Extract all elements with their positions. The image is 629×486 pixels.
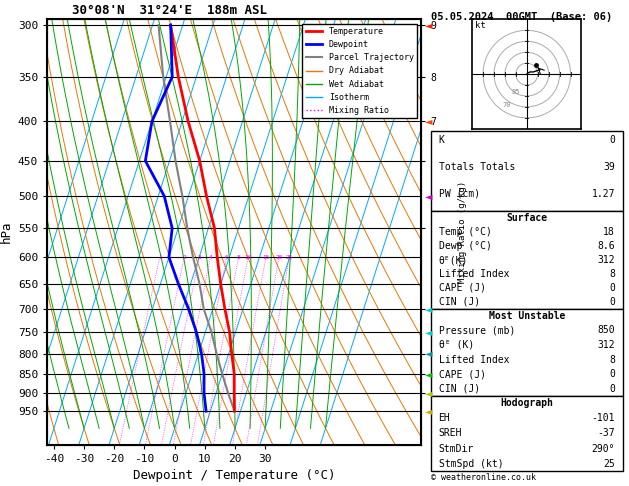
Text: Most Unstable: Most Unstable (489, 311, 565, 321)
Text: 290°: 290° (591, 444, 615, 453)
Text: ◄: ◄ (425, 406, 432, 416)
Text: 0: 0 (609, 369, 615, 379)
Text: 312: 312 (598, 255, 615, 265)
Text: θᴱ(K): θᴱ(K) (438, 255, 468, 265)
Text: 0: 0 (609, 297, 615, 307)
Text: CAPE (J): CAPE (J) (438, 369, 486, 379)
X-axis label: Dewpoint / Temperature (°C): Dewpoint / Temperature (°C) (133, 469, 335, 482)
Text: 10: 10 (244, 255, 252, 260)
Text: StmDir: StmDir (438, 444, 474, 453)
Text: 8: 8 (609, 269, 615, 279)
Text: ◄: ◄ (425, 304, 432, 314)
Text: 0: 0 (609, 384, 615, 394)
Text: ◄: ◄ (425, 20, 432, 30)
Text: -101: -101 (591, 414, 615, 423)
Text: Dewp (°C): Dewp (°C) (438, 241, 491, 251)
Text: ◄: ◄ (425, 327, 432, 337)
Text: 8: 8 (237, 255, 240, 260)
Text: Temp (°C): Temp (°C) (438, 227, 491, 237)
Text: 18: 18 (603, 227, 615, 237)
Text: 25: 25 (603, 459, 615, 469)
Text: © weatheronline.co.uk: © weatheronline.co.uk (431, 473, 536, 482)
Text: ◄: ◄ (425, 191, 432, 201)
Text: 0: 0 (609, 283, 615, 293)
Text: 4: 4 (208, 255, 212, 260)
Text: CAPE (J): CAPE (J) (438, 283, 486, 293)
Text: CIN (J): CIN (J) (438, 297, 480, 307)
Text: 850: 850 (598, 326, 615, 335)
Text: 2: 2 (182, 255, 186, 260)
Text: ◄: ◄ (425, 388, 432, 398)
Text: 39: 39 (603, 162, 615, 172)
Text: K: K (438, 135, 445, 145)
Text: EH: EH (438, 414, 450, 423)
Text: 25: 25 (286, 255, 293, 260)
Text: ◄: ◄ (425, 348, 432, 359)
Text: 15: 15 (262, 255, 270, 260)
Text: kt: kt (476, 21, 486, 30)
Text: PW (cm): PW (cm) (438, 189, 480, 199)
Text: Hodograph: Hodograph (500, 399, 554, 408)
Text: StmSpd (kt): StmSpd (kt) (438, 459, 503, 469)
Text: 0: 0 (609, 135, 615, 145)
Y-axis label: hPa: hPa (0, 221, 13, 243)
Y-axis label: km
ASL: km ASL (465, 221, 482, 243)
Text: ◄: ◄ (425, 369, 432, 379)
Text: 1: 1 (158, 255, 162, 260)
Text: CIN (J): CIN (J) (438, 384, 480, 394)
Text: 1.27: 1.27 (591, 189, 615, 199)
Text: Mixing Ratio (g/kg): Mixing Ratio (g/kg) (458, 181, 467, 283)
Text: Pressure (mb): Pressure (mb) (438, 326, 515, 335)
Text: Lifted Index: Lifted Index (438, 355, 509, 364)
Text: 6: 6 (225, 255, 228, 260)
Text: SREH: SREH (438, 429, 462, 438)
Text: θᴱ (K): θᴱ (K) (438, 340, 474, 350)
Text: Surface: Surface (506, 213, 547, 224)
Text: 8.6: 8.6 (598, 241, 615, 251)
Text: 85: 85 (511, 89, 520, 95)
Legend: Temperature, Dewpoint, Parcel Trajectory, Dry Adiabat, Wet Adiabat, Isotherm, Mi: Temperature, Dewpoint, Parcel Trajectory… (303, 24, 417, 118)
Text: 30°08'N  31°24'E  188m ASL: 30°08'N 31°24'E 188m ASL (72, 4, 267, 17)
Text: ◄: ◄ (425, 117, 432, 126)
Text: 70: 70 (503, 102, 511, 108)
Text: 3: 3 (198, 255, 201, 260)
Text: 312: 312 (598, 340, 615, 350)
Text: 8: 8 (609, 355, 615, 364)
Text: 05.05.2024  00GMT  (Base: 06): 05.05.2024 00GMT (Base: 06) (431, 12, 612, 22)
Text: Lifted Index: Lifted Index (438, 269, 509, 279)
Text: 20: 20 (275, 255, 282, 260)
Text: Totals Totals: Totals Totals (438, 162, 515, 172)
Text: -37: -37 (598, 429, 615, 438)
